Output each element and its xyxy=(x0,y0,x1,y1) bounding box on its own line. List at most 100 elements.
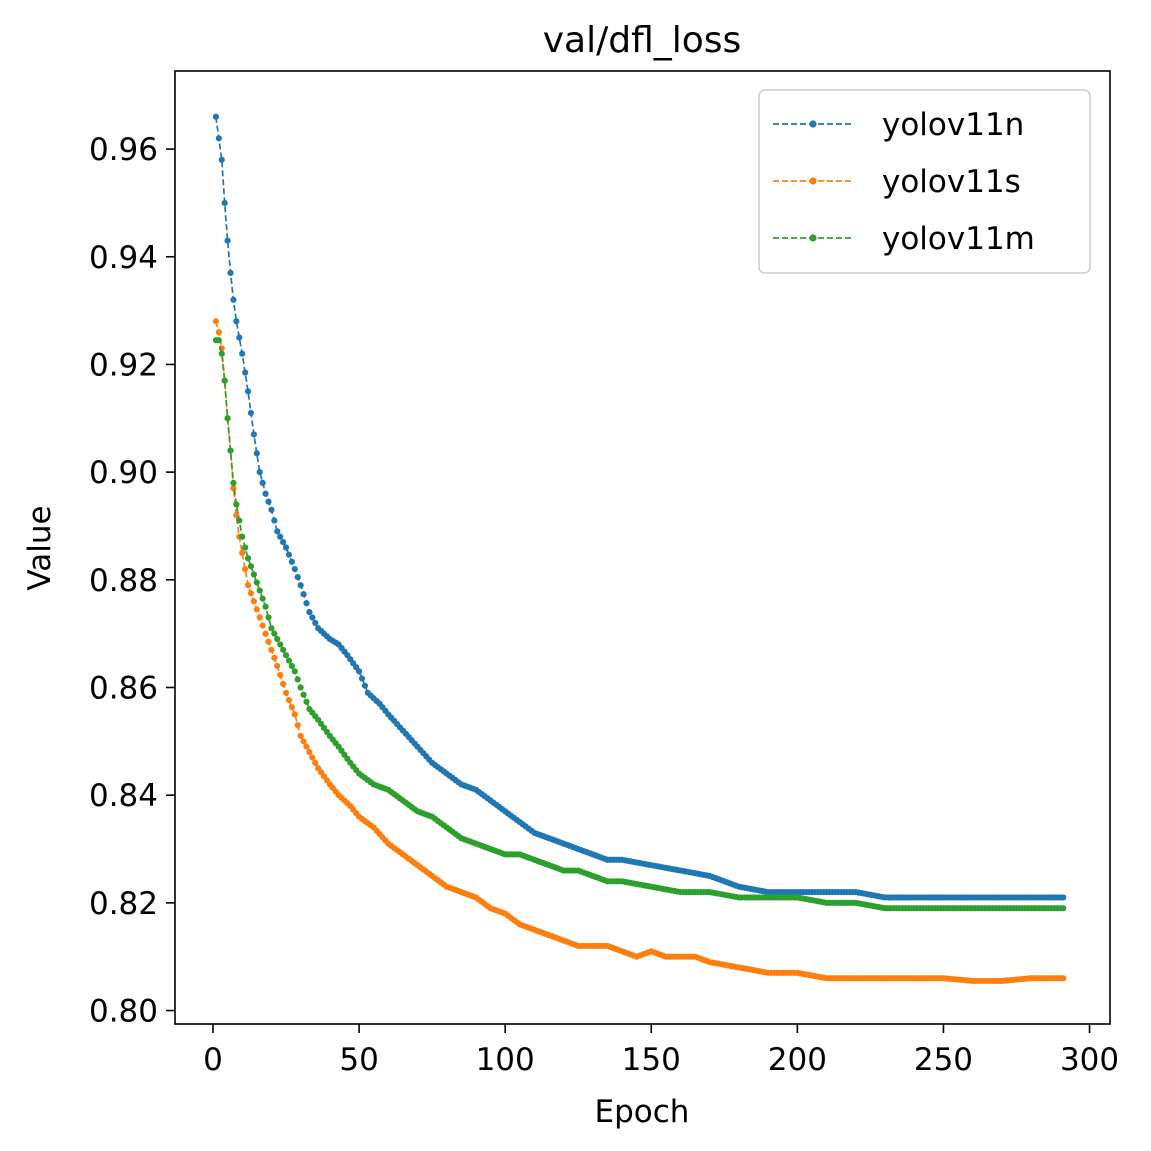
data-point-yolov11m xyxy=(250,571,257,578)
data-point-yolov11s xyxy=(294,722,301,729)
legend-marker-yolov11n xyxy=(809,120,817,128)
series-layer xyxy=(212,113,1067,985)
data-point-yolov11m xyxy=(247,563,255,570)
data-point-yolov11m xyxy=(303,698,310,705)
legend: yolov11n yolov11s yolov11m xyxy=(758,89,1091,274)
data-point-yolov11s xyxy=(212,318,220,325)
x-tick-label: 150 xyxy=(622,1042,681,1078)
data-point-yolov11s xyxy=(288,704,295,711)
data-point-yolov11n xyxy=(244,388,252,395)
data-point-yolov11s xyxy=(265,638,272,645)
y-axis-ticks: 0.80 0.82 0.84 0.86 0.88 0.90 0.92 0.94 0.96 xyxy=(89,132,175,1030)
data-point-yolov11n xyxy=(361,682,369,689)
data-point-yolov11s xyxy=(300,738,307,745)
data-point-yolov11n xyxy=(265,498,272,505)
data-point-yolov11s xyxy=(274,662,281,670)
data-point-yolov11m xyxy=(218,350,225,357)
data-point-yolov11m xyxy=(297,684,304,691)
y-tick-label: 0.94 xyxy=(89,240,158,276)
data-point-yolov11m xyxy=(239,533,246,540)
data-point-yolov11n xyxy=(212,113,220,120)
data-point-yolov11m xyxy=(233,501,240,508)
data-point-yolov11s xyxy=(215,329,222,336)
data-point-yolov11m xyxy=(291,668,298,675)
y-tick-label: 0.80 xyxy=(89,994,158,1030)
data-point-yolov11n xyxy=(271,517,278,524)
data-point-yolov11m xyxy=(259,595,266,602)
data-point-yolov11s xyxy=(250,598,257,605)
data-point-yolov11m xyxy=(244,555,252,562)
data-point-yolov11s xyxy=(277,671,284,679)
data-point-yolov11s xyxy=(242,565,249,573)
data-point-yolov11n xyxy=(268,506,275,513)
data-point-yolov11m xyxy=(221,377,228,384)
data-point-yolov11n xyxy=(306,609,313,616)
data-point-yolov11n xyxy=(256,469,263,476)
data-point-yolov11n xyxy=(239,350,246,357)
data-point-yolov11s xyxy=(303,743,310,750)
data-point-yolov11n xyxy=(355,668,363,675)
plot-area xyxy=(212,113,1067,985)
x-tick-label: 200 xyxy=(768,1042,827,1078)
data-point-yolov11n xyxy=(250,431,257,438)
y-tick-label: 0.90 xyxy=(89,455,158,491)
data-point-yolov11m xyxy=(262,603,269,610)
data-point-yolov11n xyxy=(233,318,240,325)
data-point-yolov11n xyxy=(215,135,222,142)
data-point-yolov11s xyxy=(312,759,319,766)
data-point-yolov11m xyxy=(253,579,260,586)
data-point-yolov11n xyxy=(262,490,269,497)
data-point-yolov11s xyxy=(291,711,298,718)
data-point-yolov11n xyxy=(224,237,231,244)
legend-label-yolov11n: yolov11n xyxy=(882,107,1024,143)
y-tick-label: 0.88 xyxy=(89,563,158,599)
legend-label-yolov11m: yolov11m xyxy=(882,221,1035,257)
data-point-yolov11s xyxy=(297,732,304,740)
data-point-yolov11s xyxy=(268,646,275,653)
x-axis-label: Epoch xyxy=(595,1094,690,1130)
data-point-yolov11s xyxy=(285,696,293,704)
data-point-yolov11n xyxy=(358,675,366,682)
plot-frame xyxy=(174,70,1111,1025)
data-point-yolov11m xyxy=(300,691,307,698)
data-point-yolov11n xyxy=(312,619,319,626)
data-point-yolov11m xyxy=(268,625,275,632)
x-tick-label: 0 xyxy=(203,1042,223,1078)
data-point-yolov11m xyxy=(224,415,231,422)
data-point-yolov11m xyxy=(294,676,301,683)
data-point-yolov11n xyxy=(227,269,234,277)
data-point-yolov11s xyxy=(282,689,290,696)
data-point-yolov11m xyxy=(282,652,290,659)
data-point-yolov11s xyxy=(262,630,269,637)
data-point-yolov11s xyxy=(306,749,313,756)
data-point-yolov11m xyxy=(285,657,293,664)
data-point-yolov11m xyxy=(277,641,284,648)
data-point-yolov11s xyxy=(309,754,316,761)
legend-label-yolov11s: yolov11s xyxy=(882,164,1021,200)
data-point-yolov11m xyxy=(227,447,234,454)
data-point-yolov11n xyxy=(309,614,316,621)
y-tick-label: 0.82 xyxy=(89,886,158,922)
data-point-yolov11m xyxy=(236,517,243,524)
data-point-yolov11n xyxy=(288,558,295,565)
x-tick-label: 300 xyxy=(1060,1042,1119,1078)
data-point-yolov11n xyxy=(300,591,307,598)
x-tick-label: 100 xyxy=(476,1042,535,1078)
data-point-yolov11s xyxy=(1060,975,1067,982)
series-yolov11m xyxy=(212,337,1067,912)
data-point-yolov11m xyxy=(230,479,237,486)
data-point-yolov11m xyxy=(274,635,281,643)
data-point-yolov11m xyxy=(265,614,272,621)
data-point-yolov11m xyxy=(256,587,263,594)
data-point-yolov11n xyxy=(247,409,255,416)
data-point-yolov11m xyxy=(280,646,287,653)
y-tick-label: 0.96 xyxy=(89,132,158,168)
data-point-yolov11n xyxy=(242,369,249,376)
series-yolov11s xyxy=(212,318,1067,985)
data-point-yolov11s xyxy=(259,622,266,629)
data-point-yolov11n xyxy=(259,479,266,486)
data-point-yolov11s xyxy=(247,590,255,597)
y-axis-label: Value xyxy=(22,505,58,590)
data-point-yolov11n xyxy=(1060,894,1067,901)
data-point-yolov11n xyxy=(253,450,260,457)
